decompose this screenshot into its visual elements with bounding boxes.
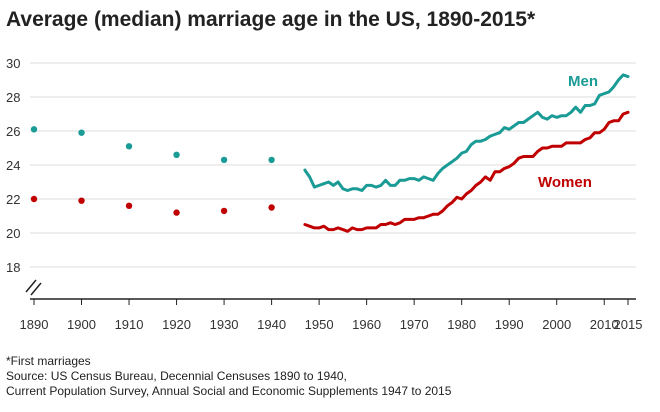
x-tick-label-1930: 1930 (210, 317, 239, 332)
series-labels: Men Women (538, 73, 598, 191)
y-tick-label-22: 22 (6, 192, 20, 207)
point-women-1900 (78, 197, 85, 204)
x-tick-label-1890: 1890 (20, 317, 49, 332)
series-lines (303, 73, 630, 233)
x-tick-label-1990: 1990 (495, 317, 524, 332)
point-men-1910 (125, 143, 133, 150)
x-tick-label-1910: 1910 (115, 317, 144, 332)
axis-break-stroke-1 (25, 279, 37, 293)
x-tick-label-2015: 2015 (614, 317, 643, 332)
chart-title: Average (median) marriage age in the US,… (6, 8, 536, 31)
x-axis (30, 298, 636, 305)
y-tick-label-26: 26 (6, 124, 20, 139)
x-tick-label-2000: 2000 (542, 317, 571, 332)
y-tick-label-28: 28 (6, 90, 20, 105)
decennial-points (30, 126, 275, 216)
series-label-women: Women (538, 174, 592, 191)
x-tick-label-1940: 1940 (257, 317, 286, 332)
y-tick-label-24: 24 (6, 158, 20, 173)
axis-break-icon (25, 279, 42, 296)
point-women-1940 (268, 204, 275, 211)
x-tick-label-1980: 1980 (447, 317, 476, 332)
point-women-1910 (125, 202, 133, 209)
series-line-women (303, 110, 630, 233)
footnote-source-line-1: Source: US Census Bureau, Decennial Cens… (6, 369, 347, 383)
point-men-1890 (30, 126, 38, 133)
footnote-first-marriages: *First marriages (6, 354, 91, 368)
y-tick-label-20: 20 (6, 226, 20, 241)
point-women-1930 (220, 207, 228, 215)
x-tick-label-1900: 1900 (67, 317, 96, 332)
y-axis-tick-labels: 18 20 22 24 26 28 30 (6, 56, 20, 275)
point-men-1930 (220, 156, 228, 164)
series-line-men (303, 73, 630, 192)
point-men-1900 (78, 129, 85, 136)
footnote-source-line-2: Current Population Survey, Annual Social… (6, 384, 452, 398)
x-axis-tick-labels: 1890 1900 1910 1920 1930 1940 1950 1960 1970 1980… (20, 317, 643, 332)
x-tick-label-1920: 1920 (162, 317, 191, 332)
axis-break-stroke-2 (30, 282, 42, 296)
x-tick-label-2010: 2010 (590, 317, 619, 332)
point-women-1890 (30, 195, 38, 203)
x-tick-label-1950: 1950 (305, 317, 334, 332)
point-men-1940 (268, 156, 275, 164)
y-tick-label-18: 18 (6, 260, 20, 275)
series-label-men: Men (568, 73, 598, 90)
footnotes: *First marriages Source: US Census Burea… (6, 354, 451, 399)
x-tick-label-1970: 1970 (400, 317, 429, 332)
point-men-1920 (173, 151, 180, 158)
gridlines (30, 62, 636, 268)
x-tick-label-1960: 1960 (352, 317, 381, 332)
point-women-1920 (173, 209, 180, 216)
y-tick-label-30: 30 (6, 56, 20, 71)
